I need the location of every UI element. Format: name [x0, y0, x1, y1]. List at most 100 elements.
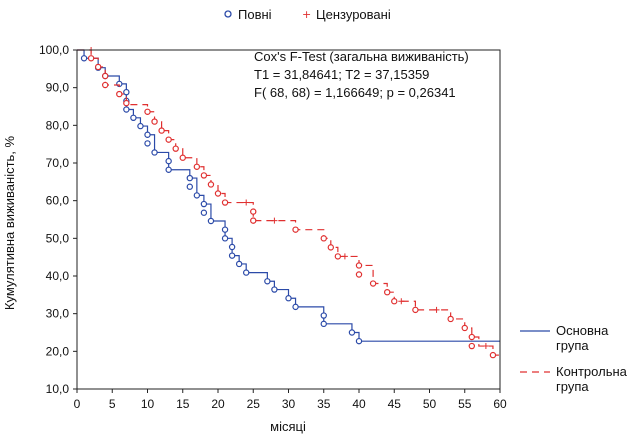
series-1-complete-point [292, 226, 299, 233]
y-tick-label: 50,0 [46, 231, 70, 245]
series-1-complete-point [179, 154, 186, 161]
series-0-complete-point [235, 260, 243, 268]
y-tick-label: 100,0 [39, 43, 69, 57]
series-1-complete-point [447, 315, 454, 323]
series-1-complete-point [412, 306, 419, 314]
legend-series-1-label: група [556, 379, 589, 394]
x-tick-label: 10 [141, 397, 155, 411]
annotation-line-1: Cox's F-Test (загальна виживаність) [254, 49, 469, 64]
y-axis-label: Кумулятивна виживаність, % [2, 135, 17, 310]
x-tick-label: 45 [388, 397, 402, 411]
cox-test-annotation: Cox's F-Test (загальна виживаність) T1 =… [254, 49, 469, 100]
series-1-complete-point [355, 262, 363, 269]
x-tick-label: 15 [176, 397, 190, 411]
series-1-complete-point [116, 90, 123, 98]
annotation-line-2: T1 = 31,84641; T2 = 37,15359 [254, 67, 429, 82]
series-1-complete-point [369, 280, 377, 287]
series-0-complete-point [144, 131, 151, 138]
x-tick-label: 60 [493, 397, 507, 411]
series-1-complete-point [391, 298, 398, 305]
axes: 0 5 10 15 20 25 30 35 40 45 50 55 60 10,0 20,0 30,0 40,0… [39, 43, 507, 411]
series-0-complete-point [355, 337, 363, 345]
series-0-complete-point [186, 183, 193, 190]
legend-complete-marker [224, 10, 232, 18]
series-1-censored-point [482, 343, 489, 350]
series-1-censored-point [271, 217, 278, 224]
x-tick-label: 20 [211, 397, 225, 411]
series-1-complete-point [200, 172, 208, 179]
plot-frame [76, 49, 501, 390]
series-0-complete-point [228, 252, 236, 259]
series-1-complete-point [101, 72, 109, 80]
series-0-complete-point [228, 243, 236, 251]
series-1-complete-point [355, 271, 363, 278]
series-0-complete-point [221, 235, 229, 242]
series-1-complete-point [384, 288, 391, 296]
series-1-complete-point [327, 244, 334, 251]
series-0-survival-line [77, 49, 500, 342]
y-tick-label: 30,0 [46, 307, 70, 321]
series-0-complete-point [292, 303, 299, 311]
series-1-complete-point [94, 63, 102, 71]
series-1-complete-point [334, 253, 342, 260]
series-1-complete-point [123, 99, 130, 107]
series-0-complete-point [123, 88, 130, 96]
series-1-complete-point [468, 333, 475, 341]
series-1-survival-line [77, 49, 500, 356]
series-0-complete-point [137, 122, 144, 130]
y-tick-label: 10,0 [46, 382, 70, 396]
series-1-complete-point [144, 108, 151, 115]
series-0-complete-point [285, 295, 292, 302]
series-0-complete-point [200, 200, 208, 208]
series-1-censored-point [243, 199, 250, 206]
series-0-complete-point [200, 209, 208, 216]
series-1-complete-point [221, 199, 229, 206]
series-1-censored-point [398, 298, 405, 305]
y-tick-label: 70,0 [46, 156, 70, 170]
y-tick-label: 90,0 [46, 81, 70, 95]
series-0-complete-point [123, 106, 130, 113]
series-1-complete-point [151, 118, 158, 125]
series-0-complete-point [193, 192, 201, 199]
series-0-complete-point [264, 278, 271, 285]
series-1-complete-point [87, 55, 95, 62]
legend-series-1-label: Контрольна [556, 364, 628, 379]
legend-complete-label: Повні [238, 7, 272, 22]
series-1-complete-point [165, 136, 172, 143]
series-0-complete-point [80, 55, 88, 62]
x-tick-label: 25 [247, 397, 261, 411]
series-1-complete-point [250, 208, 257, 215]
y-tick-label: 40,0 [46, 269, 70, 283]
series-0-complete-point [186, 174, 193, 182]
legend-series-0-label: Основна [556, 323, 609, 338]
series-0-complete-point [320, 320, 327, 328]
x-tick-label: 0 [74, 397, 81, 411]
series-0-complete-point [165, 157, 172, 165]
x-tick-label: 50 [423, 397, 437, 411]
y-tick-label: 80,0 [46, 118, 70, 132]
series-0-complete-point [151, 149, 158, 156]
series-1-complete-point [320, 235, 327, 242]
marker-legend: Повні + Цензуровані [224, 7, 391, 22]
y-tick-label: 20,0 [46, 344, 70, 358]
series-1-complete-point [489, 351, 497, 359]
series-1-complete-point [250, 217, 257, 224]
series-1-complete-point [158, 127, 165, 134]
series-0-complete-point [130, 114, 137, 122]
series-1-complete-point [207, 181, 215, 188]
series-1-complete-point [214, 190, 222, 197]
series-0-complete-point [320, 312, 327, 319]
series-1-complete-point [461, 324, 468, 332]
x-axis-label: місяці [270, 419, 306, 434]
annotation-line-3: F( 68, 68) = 1,166649; p = 0,26341 [254, 85, 456, 100]
series-0-complete-point [165, 166, 172, 173]
series-1-complete-point [101, 81, 109, 89]
series-0-complete-point [207, 217, 215, 225]
series-0-complete-point [271, 286, 278, 293]
x-tick-label: 35 [317, 397, 331, 411]
x-tick-label: 30 [282, 397, 296, 411]
series-1-censored-point [341, 253, 348, 260]
legend-censored-marker: + [302, 8, 311, 21]
